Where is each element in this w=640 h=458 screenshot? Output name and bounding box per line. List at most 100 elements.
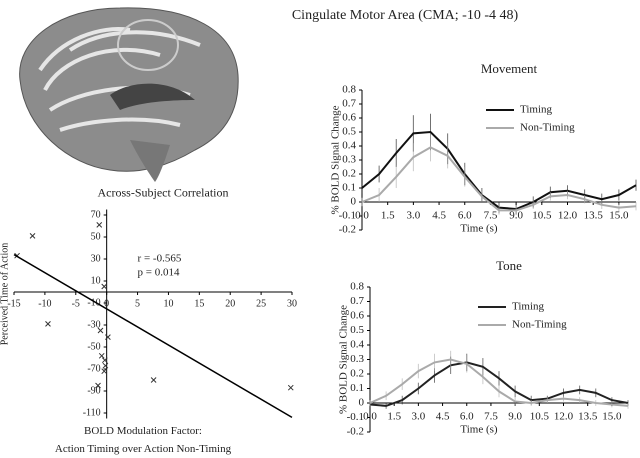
x-tick-label: 1.5 — [387, 411, 401, 423]
y-tick-label: -110 — [83, 407, 101, 418]
y-axis-label: % BOLD Signal Change — [338, 305, 350, 414]
x-axis-label: Time (s) — [460, 424, 498, 436]
x-tick-label: -15 — [7, 298, 20, 309]
y-tick-label: 0.2 — [350, 368, 364, 380]
x-tick-label: 15.0 — [602, 411, 622, 423]
y-tick-label: 50 — [91, 231, 101, 242]
y-tick-label: 10 — [91, 275, 101, 286]
y-tick-label: 0 — [359, 397, 365, 409]
x-tick-label: 12.0 — [558, 210, 578, 222]
x-tick-label: 5 — [135, 298, 140, 309]
figure-title: Cingulate Motor Area (CMA; -10 -4 48) — [292, 8, 519, 23]
y-tick-label: -0.1 — [339, 210, 356, 222]
y-tick-label: 0.3 — [342, 154, 356, 166]
brainstem — [130, 140, 170, 182]
y-tick-label: -70 — [87, 363, 100, 374]
brain-ventricle — [110, 83, 195, 110]
x-tick-label: -5 — [72, 298, 80, 309]
x-tick-label: 15 — [194, 298, 204, 309]
annotation: p = 0.014 — [138, 267, 180, 279]
legend-label: Timing — [520, 104, 553, 116]
brain-image — [19, 7, 239, 182]
x-tick-label: 7.5 — [484, 210, 498, 222]
x-tick-label: 13.5 — [578, 411, 598, 423]
x-tick-label: 0.0 — [355, 210, 369, 222]
x-tick-label: 15.0 — [609, 210, 629, 222]
fit-line — [13, 253, 293, 419]
x-tick-label: -10 — [38, 298, 51, 309]
annotation: r = -0.565 — [138, 253, 182, 265]
x-tick-label: 9.0 — [509, 210, 523, 222]
y-tick-label: 0 — [351, 196, 357, 208]
legend-label: Timing — [512, 301, 545, 313]
y-tick-label: 0.5 — [342, 126, 356, 138]
y-tick-label: -50 — [87, 341, 100, 352]
scatter-point — [95, 382, 101, 389]
x-tick-label: 9.0 — [508, 411, 522, 423]
x-tick-label: 30 — [287, 298, 297, 309]
x-tick-label: 1.5 — [381, 210, 395, 222]
x-tick-label: 3.0 — [412, 411, 426, 423]
chart-title: Across-Subject Correlation — [98, 185, 229, 199]
x-tick-label: 12.0 — [554, 411, 574, 423]
y-tick-label: 0.5 — [350, 324, 364, 336]
y-axis-label: % BOLD Signal Change — [330, 105, 342, 214]
y-tick-label: 0.7 — [342, 98, 356, 110]
y-tick-label: -0.2 — [347, 426, 364, 438]
scatter-point — [101, 283, 108, 290]
y-tick-label: 0.4 — [350, 339, 364, 351]
y-tick-label: 0.1 — [342, 182, 356, 194]
y-tick-label: -90 — [87, 385, 100, 396]
x-tick-label: 4.5 — [436, 411, 450, 423]
y-tick-label: -10 — [87, 297, 100, 308]
scatter-point — [105, 334, 111, 340]
y-tick-label: -0.2 — [339, 224, 356, 236]
scatter-point — [96, 222, 103, 228]
x-tick-label: 25 — [256, 298, 266, 309]
y-tick-label: 0.6 — [350, 310, 364, 322]
chart-title: Movement — [481, 61, 538, 76]
scatter-point — [150, 377, 157, 383]
x-tick-label: 0 — [104, 298, 109, 309]
x-axis-label: BOLD Modulation Factor: — [84, 425, 202, 437]
roi-circle — [117, 19, 179, 71]
scatter-point — [101, 357, 108, 364]
y-tick-label: -30 — [87, 319, 100, 330]
scatter-point — [29, 233, 36, 239]
legend-label: Non-Timing — [520, 122, 575, 134]
scatter-point — [102, 362, 109, 369]
y-tick-label: -0.1 — [347, 411, 364, 423]
scatter-point — [98, 352, 105, 359]
y-tick-label: 30 — [91, 253, 101, 264]
x-tick-label: 6.0 — [460, 411, 474, 423]
x-tick-label: 0.0 — [363, 411, 377, 423]
x-axis-label: Action Timing over Action Non-Timing — [55, 443, 232, 455]
x-tick-label: 7.5 — [484, 411, 498, 423]
x-axis-label: Time (s) — [460, 223, 498, 235]
x-tick-label: 6.0 — [458, 210, 472, 222]
series-line — [369, 361, 629, 407]
y-tick-label: 0.7 — [350, 295, 364, 307]
y-tick-label: 0.4 — [342, 140, 356, 152]
series-line — [369, 358, 629, 407]
scatter-point — [45, 321, 51, 327]
x-tick-label: 10.5 — [530, 411, 550, 423]
x-tick-label: 10 — [163, 298, 173, 309]
x-tick-label: 20 — [225, 298, 235, 309]
y-tick-label: 0.8 — [350, 281, 364, 293]
series-line — [361, 146, 637, 212]
scatter-point — [101, 368, 108, 375]
brain-gyri — [38, 27, 201, 132]
x-tick-label: 4.5 — [432, 210, 446, 222]
scatter-point — [97, 327, 104, 334]
y-tick-label: 0.6 — [342, 112, 356, 124]
y-tick-label: 0.3 — [350, 353, 364, 365]
chart-title: Tone — [496, 258, 522, 273]
x-tick-label: 10.5 — [532, 210, 552, 222]
y-tick-label: 0.1 — [350, 382, 364, 394]
y-tick-label: 70 — [91, 209, 101, 220]
y-axis-label: Perceived Time of Action — [0, 243, 10, 346]
x-tick-label: 13.5 — [584, 210, 604, 222]
